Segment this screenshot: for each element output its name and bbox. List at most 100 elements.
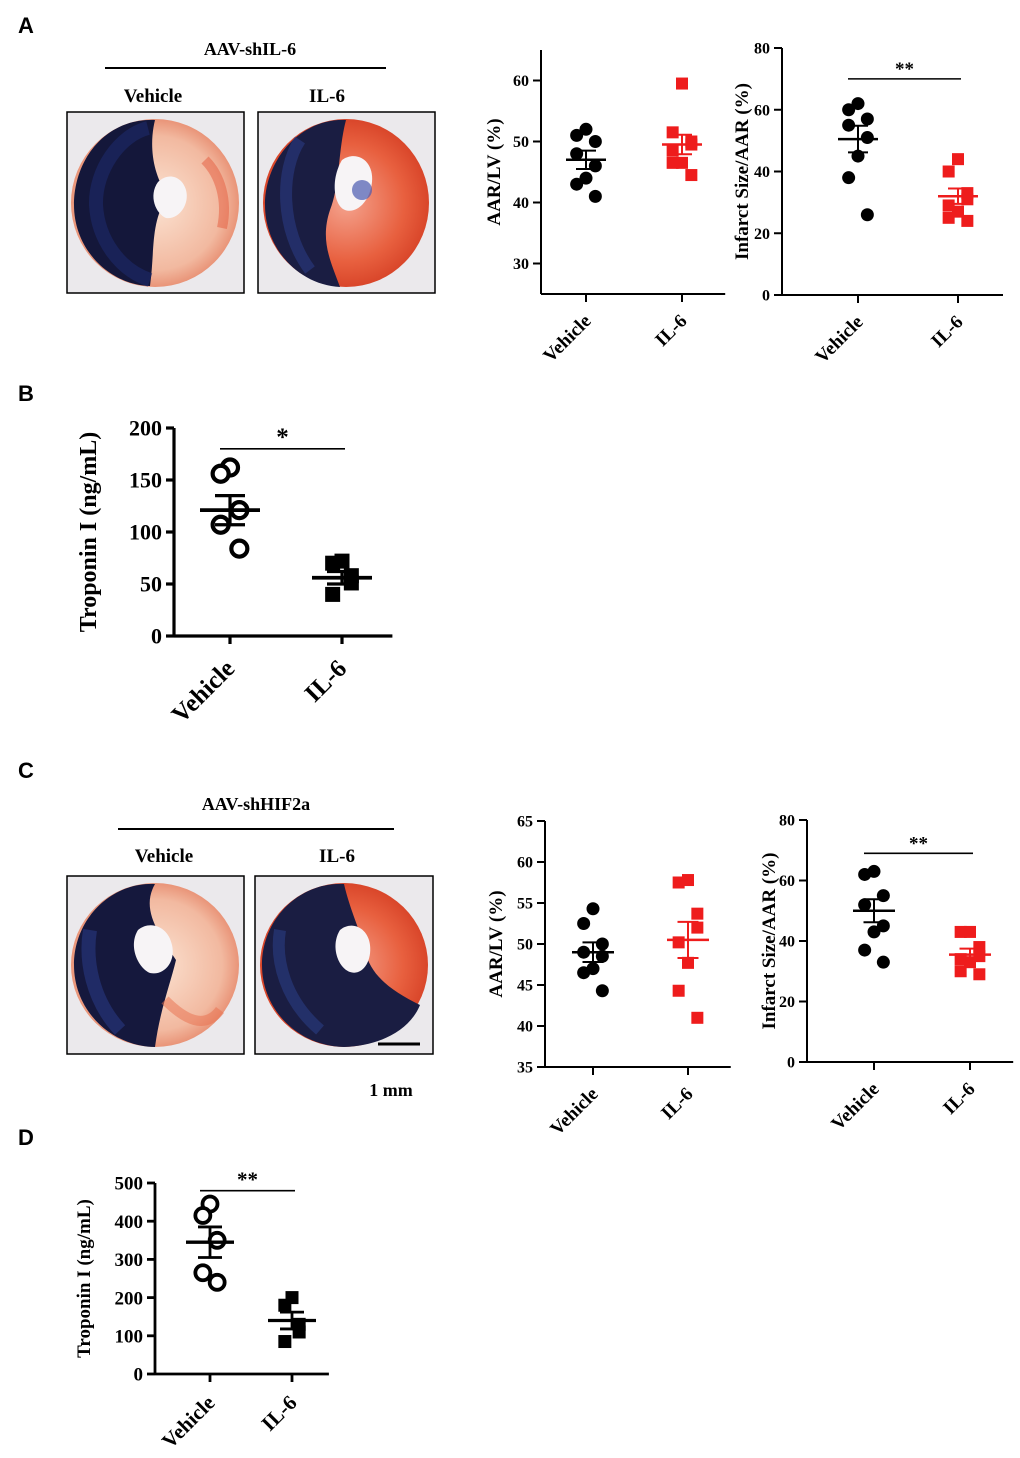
y-tick-label: 20 (779, 994, 795, 1011)
significance-label: ** (237, 1168, 258, 1192)
y-axis-label: Infarct Size/AAR (%) (732, 83, 753, 260)
y-tick-label: 80 (779, 813, 795, 830)
y-tick-label: 40 (779, 934, 795, 951)
y-tick-label: 50 (140, 572, 162, 597)
panel-c-heart-image-il6 (254, 875, 434, 1055)
data-point (229, 538, 250, 559)
y-tick-label: 100 (129, 520, 162, 545)
data-point (570, 128, 584, 142)
data-point (586, 902, 600, 916)
data-point (325, 586, 341, 602)
data-point (842, 103, 856, 117)
x-category-label: IL-6 (300, 655, 352, 707)
y-tick-label: 60 (513, 73, 529, 90)
data-point (867, 925, 881, 939)
data-point (676, 156, 688, 169)
data-point (666, 126, 679, 139)
y-tick-label: 60 (754, 102, 770, 119)
data-point (278, 1335, 292, 1349)
y-tick-label: 0 (762, 288, 770, 305)
panel-a-label: A (18, 13, 34, 38)
data-point (842, 171, 856, 185)
data-point (942, 211, 955, 224)
data-point (964, 956, 976, 969)
y-axis-label: Infarct Size/AAR (%) (759, 853, 780, 1030)
x-category-label: IL-6 (657, 1084, 697, 1124)
panel-a-construct-label: AAV-shIL-6 (204, 39, 296, 59)
data-point (292, 1325, 306, 1339)
panel-c-heart-image-vehicle (66, 875, 245, 1055)
y-tick-label: 500 (115, 1174, 144, 1195)
data-point (942, 165, 955, 178)
data-point (588, 159, 602, 173)
data-point (851, 97, 865, 111)
panel-d-label: D (18, 1125, 34, 1150)
y-axis-label: Troponin I (ng/mL) (76, 432, 102, 633)
significance-label: ** (895, 59, 914, 80)
data-point (595, 937, 609, 951)
significance-label: ** (909, 833, 928, 854)
data-point (858, 867, 872, 881)
y-axis-label: AAR/LV (%) (486, 890, 507, 997)
x-category-label: IL-6 (939, 1079, 979, 1119)
panel-a-image-label-vehicle: Vehicle (124, 86, 182, 107)
data-point (952, 153, 964, 166)
y-tick-label: 55 (517, 896, 533, 913)
data-point (952, 205, 964, 218)
panel-c-image-label-vehicle: Vehicle (135, 846, 193, 867)
y-axis-label: AAR/LV (%) (484, 118, 505, 225)
y-tick-label: 50 (517, 937, 533, 954)
y-tick-label: 35 (517, 1060, 533, 1077)
data-point (942, 199, 955, 212)
x-category-label: Vehicle (167, 655, 240, 728)
y-tick-label: 65 (517, 814, 533, 831)
data-point (682, 956, 694, 969)
panel-c-aar-chart: 35 40 45 50 55 60 65 AAR/LV (%) Vehicle IL-6 (486, 814, 731, 1140)
y-tick-label: 200 (115, 1288, 144, 1309)
data-point (860, 208, 874, 222)
data-point (672, 876, 685, 889)
data-point (579, 122, 593, 136)
data-point (588, 189, 602, 203)
data-point (973, 950, 986, 963)
data-point (691, 1011, 704, 1024)
data-point (876, 955, 890, 969)
significance-label: * (276, 424, 289, 451)
panel-b-troponin-chart: 0 50 100 150 200 Troponin I (ng/mL) Vehicle IL-… (76, 416, 393, 729)
y-tick-label: 300 (115, 1250, 144, 1271)
data-point (672, 984, 685, 997)
y-tick-label: 80 (754, 41, 770, 58)
panel-a-image-label-il6: IL-6 (309, 86, 345, 107)
x-category-label: IL-6 (927, 312, 967, 352)
panel-b-label: B (18, 381, 34, 406)
panel-c-image-label-il6: IL-6 (319, 846, 355, 867)
y-tick-label: 400 (115, 1212, 144, 1233)
panel-a-heart-image-il6 (257, 111, 436, 294)
data-point (577, 917, 591, 930)
data-point (588, 135, 602, 148)
data-point (954, 965, 967, 978)
data-point (577, 966, 591, 980)
x-category-label: IL-6 (257, 1391, 302, 1436)
data-point (207, 1230, 227, 1250)
x-category-label: Vehicle (827, 1079, 883, 1135)
data-point (954, 953, 967, 966)
y-tick-label: 50 (513, 134, 529, 151)
data-point (691, 921, 704, 934)
panel-d-troponin-chart: 0 100 200 300 400 500 Troponin I (ng/mL) Vehicl… (74, 1168, 329, 1454)
x-category-label: Vehicle (546, 1084, 602, 1140)
y-tick-label: 60 (779, 873, 795, 890)
y-tick-label: 200 (129, 416, 162, 441)
data-point (691, 907, 704, 920)
data-point (685, 169, 698, 182)
y-tick-label: 20 (754, 226, 770, 243)
data-point (858, 898, 872, 912)
data-point (278, 1298, 292, 1312)
data-point (207, 1272, 227, 1292)
data-point (193, 1263, 213, 1283)
y-tick-label: 40 (754, 164, 770, 181)
x-category-label: Vehicle (157, 1391, 220, 1454)
panel-a-aar-chart: 30 40 50 60 AAR/LV (%) Vehicle IL-6 (484, 50, 726, 367)
data-point (973, 941, 986, 954)
